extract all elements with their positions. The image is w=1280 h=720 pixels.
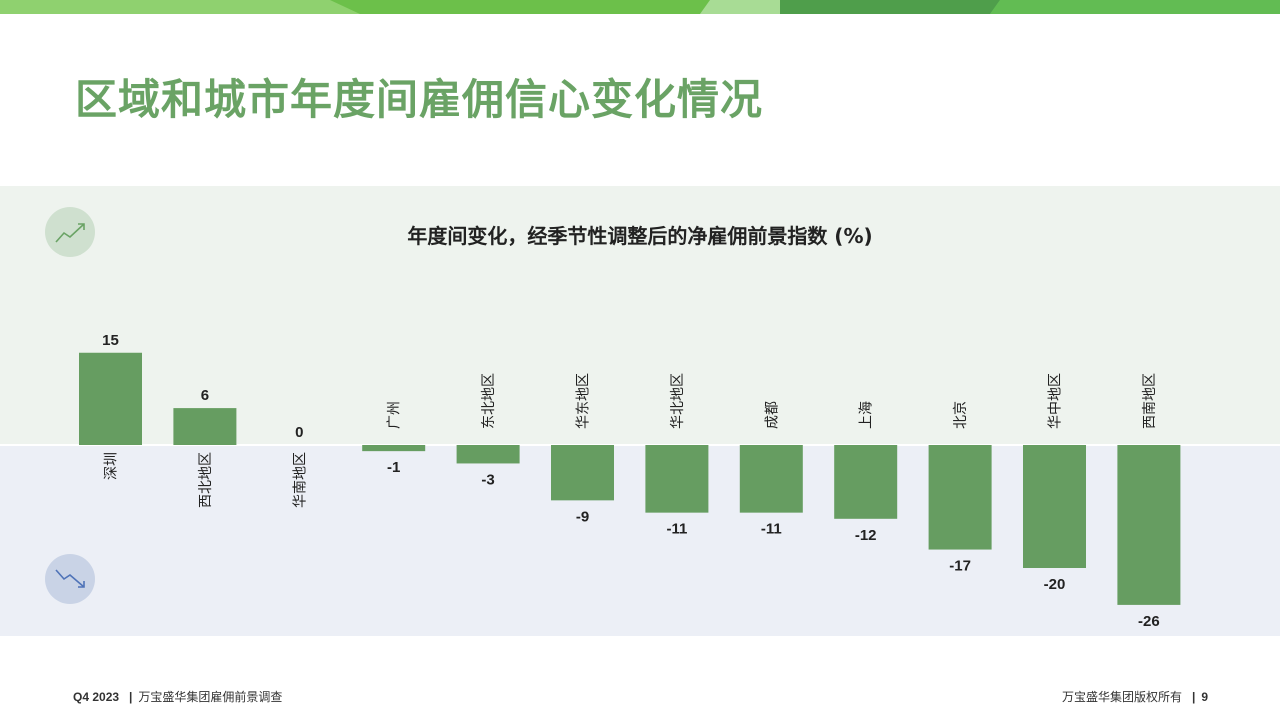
bar-group: -20 华中地区 bbox=[1023, 373, 1086, 593]
bar bbox=[645, 445, 709, 513]
footer-left-separator: | bbox=[129, 690, 133, 704]
category-label: 华东地区 bbox=[576, 373, 592, 429]
bar-group: -12 上海 bbox=[834, 401, 898, 544]
value-label: 0 bbox=[295, 424, 303, 441]
value-label: -20 bbox=[1044, 576, 1066, 593]
bar-group: 15 深圳 bbox=[79, 332, 142, 480]
chart-area: 15 深圳 6 西北地区 0 华南地区 -1 广州 -3 东北地区 -9 华东地区 -11 华北地区 -11… bbox=[0, 186, 1280, 636]
bar bbox=[739, 445, 803, 513]
category-label: 成都 bbox=[764, 401, 780, 429]
category-label: 东北地区 bbox=[481, 373, 497, 429]
page-title: 区域和城市年度间雇佣信心变化情况 bbox=[75, 75, 764, 124]
bar bbox=[79, 352, 142, 445]
value-label: -12 bbox=[855, 527, 877, 544]
value-label: 6 bbox=[201, 387, 209, 404]
value-label: -11 bbox=[761, 521, 782, 538]
footer-left: Q4 2023 | 万宝盛华集团雇佣前景调查 bbox=[73, 688, 282, 705]
footer-right-separator: | bbox=[1191, 690, 1196, 704]
bar-group: 6 西北地区 bbox=[173, 387, 237, 508]
category-label: 北京 bbox=[953, 401, 969, 429]
footer-right: 万宝盛华集团版权所有 | 9 bbox=[1062, 688, 1208, 705]
trending-up-icon bbox=[45, 207, 95, 257]
bar bbox=[173, 408, 237, 445]
bar-group: -11 华北地区 bbox=[645, 373, 709, 538]
bar bbox=[1117, 445, 1181, 605]
category-label: 上海 bbox=[859, 401, 875, 429]
bar-group: -17 北京 bbox=[928, 401, 992, 575]
negative-band bbox=[0, 446, 1280, 636]
value-label: -26 bbox=[1138, 613, 1160, 630]
chart-title: 年度间变化，经季节性调整后的净雇佣前景指数 (%) bbox=[407, 224, 873, 248]
footer-copyright: 万宝盛华集团版权所有 bbox=[1061, 690, 1182, 704]
positive-band bbox=[0, 186, 1280, 446]
category-label: 深圳 bbox=[104, 452, 120, 480]
category-label: 西北地区 bbox=[198, 452, 214, 508]
value-label: -17 bbox=[949, 558, 971, 575]
bar bbox=[1023, 445, 1086, 568]
value-label: -11 bbox=[666, 521, 687, 538]
category-label: 华南地区 bbox=[292, 452, 308, 508]
category-label: 西南地区 bbox=[1142, 373, 1158, 429]
value-label: -1 bbox=[387, 459, 400, 476]
top-decorative-banner bbox=[0, 0, 1280, 14]
footer-survey-name: 万宝盛华集团雇佣前景调查 bbox=[138, 690, 283, 704]
trending-down-icon bbox=[45, 554, 95, 604]
footer-quarter: Q4 2023 bbox=[73, 690, 120, 704]
bar-group: -1 广州 bbox=[362, 401, 426, 476]
value-label: 15 bbox=[102, 332, 119, 349]
category-label: 华中地区 bbox=[1048, 373, 1064, 429]
bar bbox=[551, 445, 614, 501]
bar-group: -26 西南地区 bbox=[1117, 373, 1181, 630]
category-label: 广州 bbox=[387, 401, 403, 429]
bar-group: -3 东北地区 bbox=[456, 373, 520, 488]
page-number: 9 bbox=[1201, 690, 1208, 704]
bar-group: 0 华南地区 bbox=[292, 424, 308, 508]
bar bbox=[928, 445, 992, 550]
value-label: -9 bbox=[576, 508, 589, 525]
bar bbox=[362, 445, 426, 452]
bar-group: -11 成都 bbox=[739, 401, 803, 538]
bar-group: -9 华东地区 bbox=[551, 373, 614, 525]
bar bbox=[456, 445, 520, 464]
category-label: 华北地区 bbox=[670, 373, 686, 429]
value-label: -3 bbox=[481, 471, 494, 488]
bar bbox=[834, 445, 898, 519]
